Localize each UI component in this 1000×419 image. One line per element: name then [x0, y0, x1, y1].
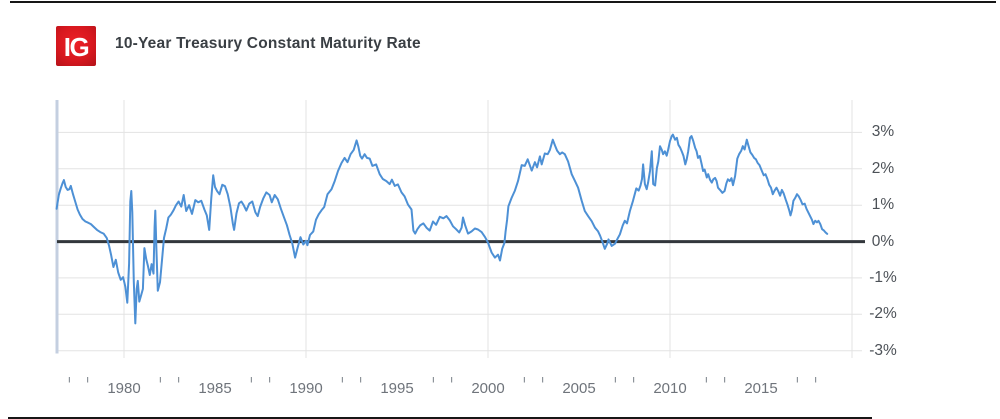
x-axis-label: 1985 — [198, 380, 232, 397]
window-bottom-border — [8, 417, 872, 419]
ig-logo-text: IG — [63, 32, 90, 62]
y-axis-label: -2% — [869, 305, 897, 323]
x-axis-label: 1980 — [107, 380, 141, 397]
ig-logo: IG — [56, 26, 96, 66]
x-axis-label: 2015 — [744, 380, 778, 397]
x-axis-label: 1990 — [289, 380, 323, 397]
y-axis-label: 1% — [871, 196, 895, 214]
y-axis-label: -3% — [869, 341, 897, 359]
y-axis-bar — [55, 100, 59, 354]
x-axis-label: 2010 — [653, 380, 687, 397]
y-axis-label: 3% — [871, 123, 895, 141]
y-axis-label: 2% — [871, 159, 895, 177]
y-axis-label: 0% — [871, 232, 895, 250]
x-axis-label: 2005 — [562, 380, 596, 397]
x-axis-label: 2000 — [471, 380, 505, 397]
window-top-border — [10, 1, 996, 3]
series-line — [55, 133, 829, 325]
page-title: 10-Year Treasury Constant Maturity Rate — [115, 35, 421, 52]
x-axis-label: 1995 — [380, 380, 414, 397]
y-axis-label: -1% — [869, 268, 897, 286]
